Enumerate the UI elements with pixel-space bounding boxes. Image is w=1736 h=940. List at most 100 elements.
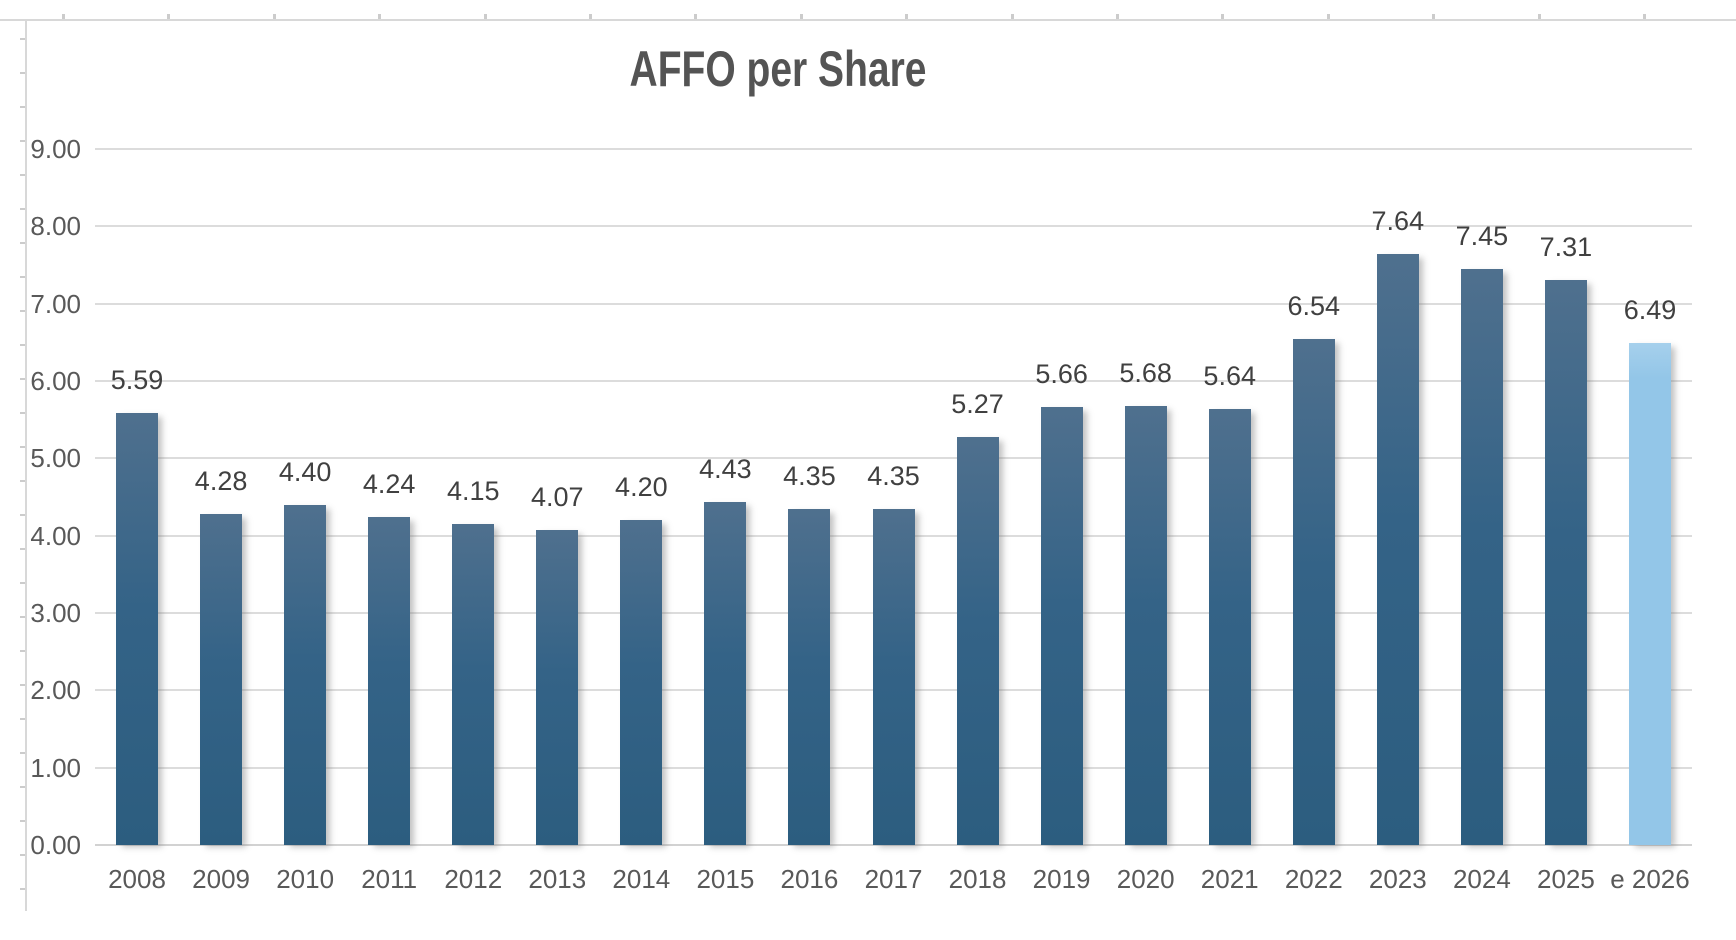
spreadsheet-column-line-stub	[167, 14, 170, 19]
x-axis-tick-label: 2022	[1284, 864, 1343, 894]
bar-2017	[872, 508, 915, 845]
gridline	[95, 380, 1692, 382]
spreadsheet-row-line-stub	[20, 514, 25, 516]
bar-2025	[1544, 279, 1587, 845]
spreadsheet-column-line-stub	[1221, 14, 1224, 19]
spreadsheet-column-line-stub	[1327, 14, 1330, 19]
bar-2014	[620, 520, 663, 845]
data-label: 7.31	[1539, 231, 1593, 262]
spreadsheet-row-line-stub	[20, 888, 25, 890]
x-axis-tick-label: 2016	[780, 864, 839, 894]
gridline	[95, 302, 1692, 305]
x-axis-tick-label: 2008	[108, 864, 166, 894]
gridline	[95, 457, 1692, 460]
spreadsheet-column-line-stub	[378, 14, 381, 19]
bar-2018	[956, 437, 999, 845]
data-label: 7.64	[1371, 206, 1425, 237]
bar-2024	[1460, 268, 1503, 845]
x-axis-tick-label: 2009	[192, 864, 250, 894]
x-axis-tick-label: 2010	[276, 864, 335, 894]
x-axis-tick-label: 2012	[444, 864, 503, 894]
bar-2009	[200, 514, 243, 845]
data-label: 4.43	[699, 454, 752, 485]
spreadsheet-row-line-stub	[20, 616, 25, 618]
x-axis-line	[95, 844, 1692, 846]
spreadsheet-column-line-stub	[273, 14, 276, 19]
data-label: 4.40	[278, 456, 332, 487]
chart-title: AFFO per Share	[629, 41, 927, 97]
spreadsheet-row-line-stub	[20, 752, 25, 754]
y-axis-tick-label: 0.00	[30, 830, 81, 860]
spreadsheet-row-line-stub	[20, 208, 25, 210]
x-axis-tick-label: 2014	[612, 864, 671, 894]
y-axis-tick-label: 1.00	[30, 752, 81, 783]
spreadsheet-row-line-stub	[20, 344, 25, 346]
x-axis-tick-label: 2023	[1368, 864, 1427, 894]
x-axis-tick-label: e 2026	[1610, 864, 1690, 894]
spreadsheet-row-line-stub	[20, 548, 25, 550]
spreadsheet-row-line-stub	[20, 582, 25, 584]
bar-2023	[1376, 254, 1419, 845]
data-label: 4.20	[615, 472, 668, 503]
spreadsheet-row-line-stub	[20, 38, 25, 40]
x-axis-tick-label: 2024	[1452, 864, 1511, 894]
spreadsheet-row-line-stub	[20, 242, 25, 244]
spreadsheet-row-line-stub	[20, 174, 25, 176]
spreadsheet-row-line-stub	[20, 310, 25, 312]
y-axis-tick-label: 9.00	[30, 134, 81, 164]
x-axis-tick-label: 2025	[1536, 864, 1595, 894]
spreadsheet-row-line-stub	[20, 650, 25, 652]
x-axis-tick-label: 2019	[1032, 864, 1091, 894]
x-axis-tick-label: 2013	[528, 864, 587, 894]
spreadsheet-row-line-stub	[20, 106, 25, 108]
bar-2016	[788, 508, 831, 845]
data-label: 4.07	[531, 482, 584, 513]
data-label: 6.49	[1623, 295, 1677, 326]
x-axis-tick-label: 2011	[361, 864, 418, 894]
spreadsheet-left-gridline	[25, 19, 27, 911]
x-axis-tick-label: 2015	[696, 864, 755, 894]
data-label: 4.28	[194, 466, 248, 496]
spreadsheet-column-line-stub	[1116, 14, 1119, 19]
y-axis-tick-label: 4.00	[30, 520, 81, 551]
spreadsheet-column-line-stub	[62, 14, 65, 19]
bar-2012	[452, 524, 495, 845]
y-axis-tick-label: 7.00	[30, 288, 81, 319]
data-label: 4.15	[446, 476, 500, 507]
y-axis-tick-label: 8.00	[30, 211, 81, 242]
bar-2013	[536, 530, 579, 845]
y-axis-tick-label: 5.00	[30, 443, 81, 474]
spreadsheet-column-line-stub	[484, 14, 487, 19]
data-label: 4.24	[362, 469, 416, 500]
spreadsheet-top-gridline	[0, 19, 1736, 21]
spreadsheet-column-line-stub	[1432, 14, 1435, 19]
spreadsheet-column-line-stub	[905, 14, 908, 19]
data-label: 7.45	[1455, 220, 1509, 251]
spreadsheet-row-line-stub	[20, 854, 25, 856]
bar-2020	[1124, 405, 1167, 845]
bar-estimate-e-2026	[1628, 343, 1671, 845]
spreadsheet-row-line-stub	[20, 480, 25, 482]
bar-2021	[1208, 408, 1251, 845]
bar-2008	[116, 412, 159, 845]
spreadsheet-column-line-stub	[1643, 14, 1646, 19]
x-axis-tick-label: 2018	[948, 864, 1007, 894]
bar-2011	[368, 517, 411, 845]
data-label: 5.68	[1119, 357, 1172, 388]
spreadsheet-row-line-stub	[20, 786, 25, 788]
data-label: 5.64	[1203, 360, 1256, 391]
data-label: 5.27	[951, 389, 1004, 420]
y-axis-tick-label: 3.00	[30, 598, 81, 628]
bar-2015	[704, 502, 747, 845]
spreadsheet-row-line-stub	[20, 276, 25, 278]
bar-2010	[284, 504, 327, 845]
x-axis-tick-label: 2021	[1200, 864, 1259, 894]
spreadsheet-row-line-stub	[20, 446, 25, 448]
spreadsheet-row-line-stub	[20, 72, 25, 74]
spreadsheet-column-line-stub	[1538, 14, 1541, 19]
spreadsheet-column-line-stub	[589, 14, 592, 19]
data-label: 4.35	[867, 460, 920, 491]
x-axis-tick-label: 2020	[1116, 864, 1175, 894]
